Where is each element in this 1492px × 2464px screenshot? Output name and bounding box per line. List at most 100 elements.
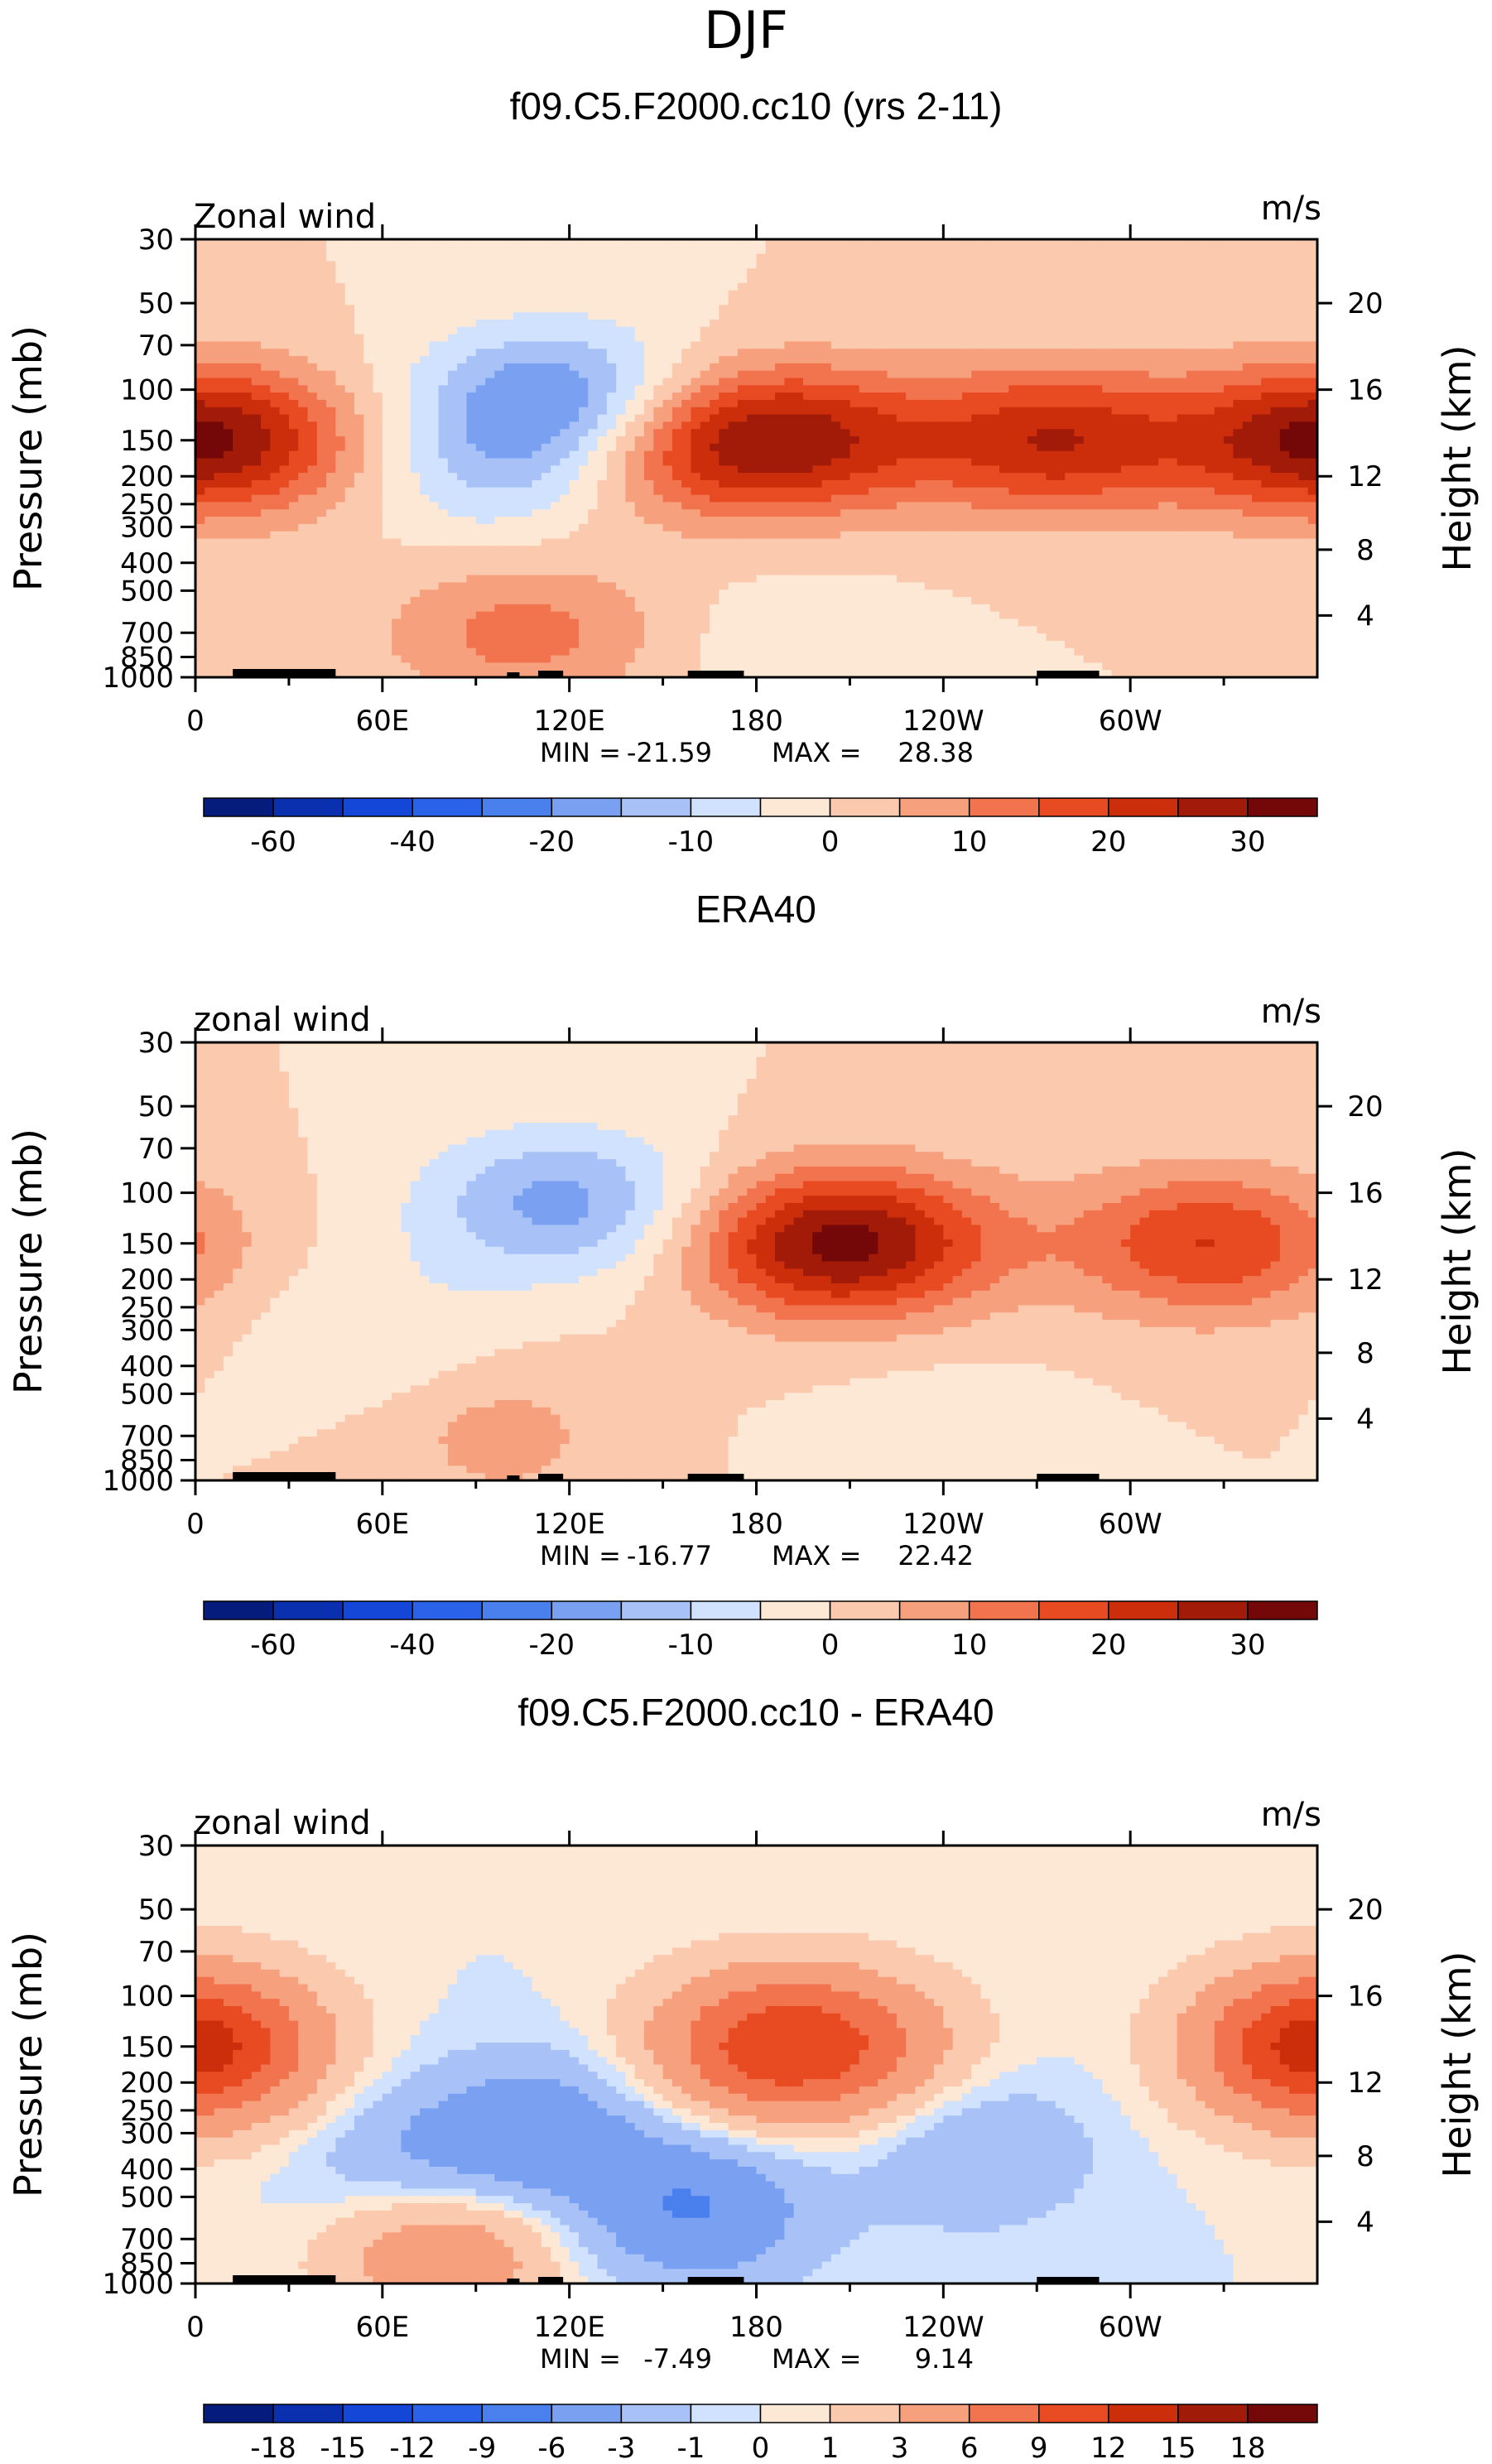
field-cell <box>457 239 468 248</box>
field-cell <box>401 473 412 481</box>
field-cell <box>279 253 290 262</box>
field-cell <box>710 487 720 496</box>
field-cell <box>869 282 878 291</box>
field-cell <box>316 517 327 525</box>
field-cell <box>1205 297 1215 306</box>
field-cell <box>719 450 729 460</box>
field-cell <box>1279 370 1290 379</box>
field-cell <box>1186 450 1196 460</box>
field-cell <box>522 531 533 540</box>
field-cell <box>1083 421 1094 430</box>
field-cell <box>233 268 243 277</box>
field-cell <box>316 370 327 379</box>
field-cell <box>784 479 795 488</box>
field-cell <box>522 458 533 466</box>
field-cell <box>1111 312 1122 320</box>
field-cell <box>681 450 692 460</box>
field-cell <box>214 290 224 299</box>
field-cell <box>298 370 309 379</box>
field-cell <box>821 261 832 269</box>
field-cell <box>401 458 412 466</box>
field-cell <box>1055 239 1066 248</box>
field-cell <box>1214 341 1225 349</box>
field-cell <box>1251 479 1262 488</box>
field-cell <box>691 538 701 546</box>
field-cell <box>859 502 869 510</box>
field-cell <box>1261 479 1272 488</box>
field-cell <box>279 399 290 408</box>
field-cell <box>1270 282 1281 291</box>
field-cell <box>1148 378 1159 386</box>
field-cell <box>859 253 869 262</box>
field-cell <box>1055 443 1066 452</box>
field-cell <box>1233 531 1244 540</box>
field-cell <box>747 523 758 532</box>
field-cell <box>223 261 233 269</box>
field-cell <box>335 407 346 416</box>
field-cell <box>1120 341 1131 349</box>
field-cell <box>438 276 449 284</box>
field-cell <box>373 261 383 269</box>
field-cell <box>1148 276 1159 284</box>
field-cell <box>420 392 430 401</box>
field-cell <box>869 349 878 357</box>
field-cell <box>307 297 318 306</box>
field-cell <box>747 276 758 284</box>
field-cell <box>233 305 243 313</box>
field-cell <box>1177 443 1187 452</box>
field-cell <box>597 523 608 532</box>
field-cell <box>747 392 758 401</box>
field-cell <box>569 502 580 510</box>
field-cell <box>719 392 729 401</box>
field-cell <box>298 246 309 255</box>
field-cell <box>242 239 253 248</box>
field-cell <box>354 465 364 474</box>
field-cell <box>363 305 374 313</box>
field-cell <box>924 443 935 452</box>
field-cell <box>1158 334 1168 343</box>
field-cell <box>261 356 271 364</box>
field-cell <box>279 502 290 510</box>
field-cell <box>1261 349 1272 357</box>
field-cell <box>1130 414 1141 423</box>
field-cell <box>326 494 336 503</box>
field-cell <box>373 334 383 343</box>
field-cell <box>270 443 281 452</box>
field-cell <box>971 399 982 408</box>
field-cell <box>466 276 477 284</box>
field-cell <box>700 378 710 386</box>
field-cell <box>447 531 458 540</box>
field-cell <box>195 363 205 372</box>
field-cell <box>373 487 383 496</box>
field-cell <box>896 349 907 357</box>
field-cell <box>989 326 1000 335</box>
field-cell <box>634 414 645 423</box>
field-cell <box>1251 465 1262 474</box>
field-cell <box>1027 370 1037 379</box>
field-cell <box>943 363 954 372</box>
field-cell <box>1008 421 1019 430</box>
field-cell <box>560 531 570 540</box>
field-cell <box>494 305 505 313</box>
field-cell <box>1214 473 1225 481</box>
field-cell <box>1027 246 1037 255</box>
field-cell <box>747 465 758 474</box>
field-cell <box>1130 276 1141 284</box>
field-cell <box>522 494 533 503</box>
field-cell <box>1037 319 1047 328</box>
field-cell <box>999 356 1009 364</box>
field-cell <box>560 517 570 525</box>
field-cell <box>1270 370 1281 379</box>
field-cell <box>597 479 608 488</box>
field-cell <box>662 326 673 335</box>
field-cell <box>980 276 991 284</box>
field-cell <box>560 392 570 401</box>
field-cell <box>980 473 991 481</box>
field-cell <box>410 429 421 437</box>
field-cell <box>1205 268 1215 277</box>
field-cell <box>812 443 823 452</box>
field-cell <box>906 531 917 540</box>
field-cell <box>671 502 682 510</box>
field-cell <box>457 341 468 349</box>
field-cell <box>616 414 627 423</box>
